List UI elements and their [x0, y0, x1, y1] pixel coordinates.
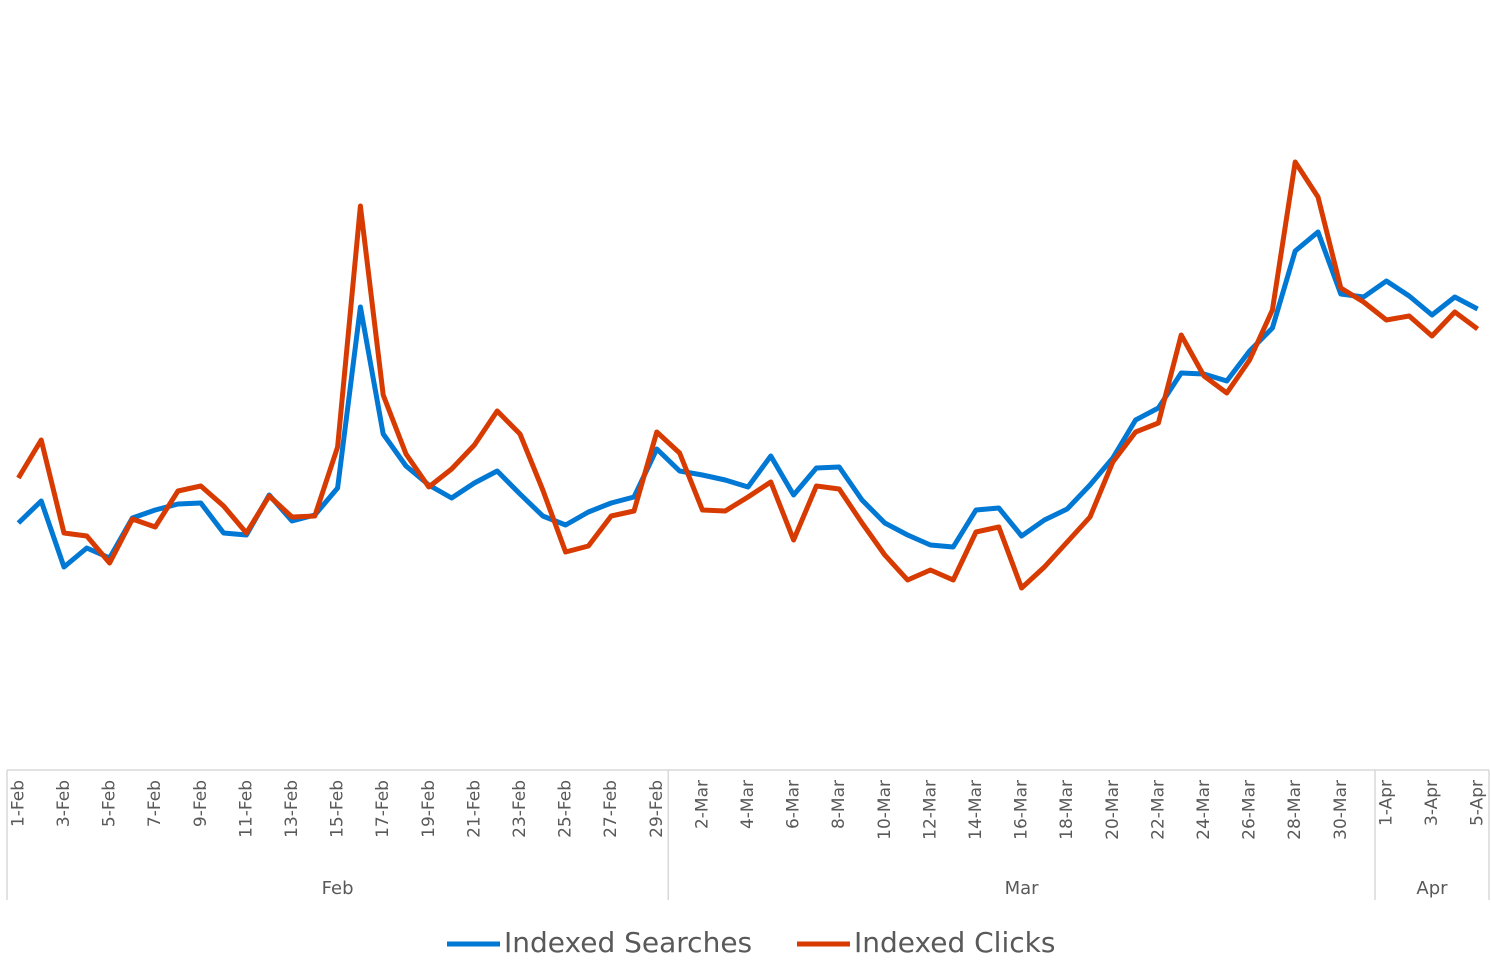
x-tick-label: 1-Feb — [8, 780, 28, 827]
x-tick-label: 2-Mar — [692, 780, 712, 829]
x-tick-label: 12-Mar — [920, 780, 940, 840]
x-tick-label: 17-Feb — [373, 780, 393, 838]
series-line — [16, 229, 1479, 570]
x-tick-label: 1-Apr — [1376, 780, 1396, 826]
x-tick-label: 21-Feb — [464, 780, 484, 838]
x-tick-label: 13-Feb — [282, 780, 302, 838]
x-tick-label: 27-Feb — [601, 780, 621, 838]
x-tick-label: 6-Mar — [784, 780, 804, 829]
x-tick-label: 5-Apr — [1468, 780, 1488, 826]
x-tick-label: 15-Feb — [328, 780, 348, 838]
x-tick-label: 30-Mar — [1331, 780, 1351, 840]
group-label: Apr — [1416, 878, 1448, 899]
x-tick-label: 7-Feb — [145, 780, 165, 827]
x-tick-label: 10-Mar — [875, 780, 895, 840]
x-tick-label: 11-Feb — [236, 780, 256, 838]
group-label: Feb — [322, 878, 354, 899]
x-tick-label: 18-Mar — [1057, 780, 1077, 840]
x-tick-label: 5-Feb — [100, 780, 120, 827]
x-tick-label: 29-Feb — [647, 780, 667, 838]
x-tick-label: 28-Mar — [1285, 780, 1305, 840]
x-tick-label: 26-Mar — [1240, 780, 1260, 840]
x-tick-label: 25-Feb — [556, 780, 576, 838]
x-tick-label: 19-Feb — [419, 780, 439, 838]
series-line — [16, 159, 1480, 591]
x-tick-label: 14-Mar — [966, 780, 986, 840]
x-tick-label: 24-Mar — [1194, 780, 1214, 840]
x-tick-label: 23-Feb — [510, 780, 530, 838]
x-tick-label: 8-Mar — [829, 780, 849, 829]
legend-label: Indexed Searches — [504, 926, 752, 959]
x-tick-label: 20-Mar — [1103, 780, 1123, 840]
x-tick-label: 3-Feb — [54, 780, 74, 827]
legend-label: Indexed Clicks — [854, 926, 1055, 959]
x-tick-label: 16-Mar — [1012, 780, 1032, 840]
x-tick-label: 3-Apr — [1422, 780, 1442, 826]
x-tick-label: 4-Mar — [738, 780, 758, 829]
x-tick-label: 9-Feb — [191, 780, 211, 827]
x-tick-label: 22-Mar — [1148, 780, 1168, 840]
group-label: Mar — [1005, 878, 1040, 899]
